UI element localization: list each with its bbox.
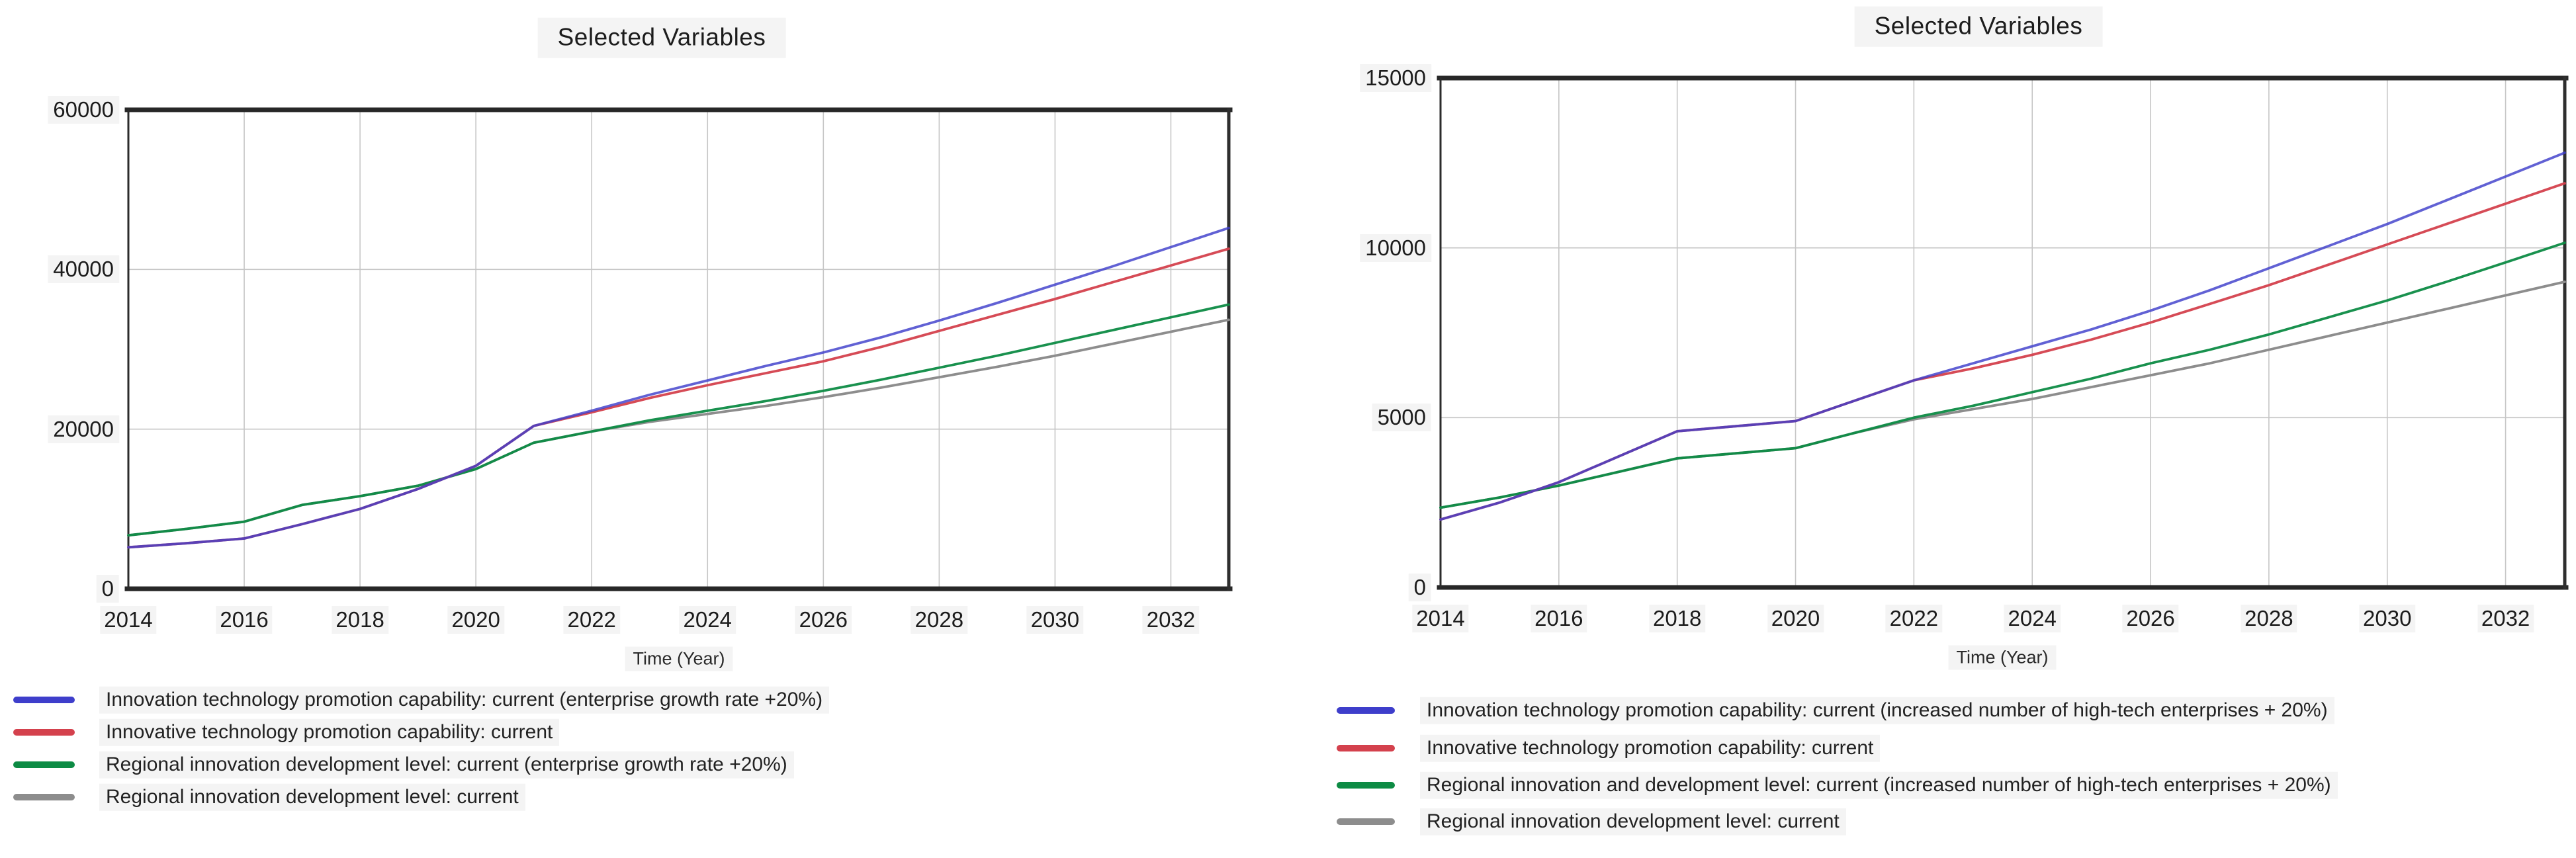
x-tick-label: 2022 bbox=[563, 606, 620, 634]
x-tick-label: 2032 bbox=[1142, 606, 1200, 634]
x-tick-label: 2030 bbox=[1026, 606, 1084, 634]
legend-swatch-0 bbox=[1337, 707, 1395, 714]
x-tick-label: 2024 bbox=[2004, 605, 2061, 632]
legend-swatch-2 bbox=[1337, 782, 1395, 789]
chart-left-x-axis-title: Time (Year) bbox=[625, 646, 733, 671]
x-tick-label: 2032 bbox=[2477, 605, 2534, 632]
x-tick-label: 2014 bbox=[100, 606, 157, 634]
legend-label-0: Innovation technology promotion capabili… bbox=[99, 686, 830, 714]
x-tick-label: 2026 bbox=[2122, 605, 2179, 632]
y-tick-label: 40000 bbox=[48, 255, 119, 284]
legend-label-1: Innovative technology promotion capabili… bbox=[99, 718, 560, 746]
x-tick-label: 2020 bbox=[447, 606, 504, 634]
chart-right-x-axis-title: Time (Year) bbox=[1948, 645, 2057, 670]
legend-label-0: Innovation technology promotion capabili… bbox=[1420, 697, 2334, 724]
legend-swatch-3 bbox=[13, 794, 75, 800]
x-tick-label: 2026 bbox=[795, 606, 852, 634]
y-tick-label: 60000 bbox=[48, 96, 119, 124]
x-tick-label: 2014 bbox=[1412, 605, 1469, 632]
legend-label-1: Innovative technology promotion capabili… bbox=[1420, 734, 1881, 762]
y-tick-label: 15000 bbox=[1360, 64, 1431, 92]
legend-label-2: Regional innovation development level: c… bbox=[99, 751, 794, 779]
y-tick-label: 20000 bbox=[48, 415, 119, 443]
chart-left-title: Selected Variables bbox=[537, 17, 786, 58]
x-tick-label: 2016 bbox=[216, 606, 273, 634]
x-tick-label: 2018 bbox=[332, 606, 388, 634]
series-line-1 bbox=[1439, 182, 2566, 521]
legend-label-3: Regional innovation development level: c… bbox=[1420, 808, 1846, 836]
y-tick-label: 5000 bbox=[1372, 404, 1431, 432]
series-line-1 bbox=[127, 247, 1230, 549]
legend-label-2: Regional innovation and development leve… bbox=[1420, 771, 2338, 799]
x-tick-label: 2024 bbox=[679, 606, 736, 634]
legend-swatch-1 bbox=[13, 729, 75, 736]
y-tick-label: 0 bbox=[96, 575, 119, 603]
x-tick-label: 2028 bbox=[910, 606, 968, 634]
legend-swatch-2 bbox=[13, 761, 75, 768]
x-tick-label: 2020 bbox=[1767, 605, 1824, 632]
x-tick-label: 2016 bbox=[1531, 605, 1587, 632]
series-line-3 bbox=[127, 318, 1230, 537]
series-line-2 bbox=[127, 303, 1230, 537]
series-line-0 bbox=[1439, 151, 2566, 521]
legend-swatch-3 bbox=[1337, 818, 1395, 825]
series-line-2 bbox=[1439, 241, 2566, 509]
x-tick-label: 2018 bbox=[1648, 605, 1706, 632]
y-tick-label: 0 bbox=[1408, 574, 1431, 601]
series-line-0 bbox=[127, 226, 1230, 549]
y-tick-label: 10000 bbox=[1360, 234, 1431, 262]
x-tick-label: 2030 bbox=[2359, 605, 2416, 632]
legend-swatch-1 bbox=[1337, 745, 1395, 751]
chart-right-title: Selected Variables bbox=[1854, 6, 2103, 47]
x-tick-label: 2022 bbox=[1885, 605, 1943, 632]
legend-label-3: Regional innovation development level: c… bbox=[99, 783, 525, 811]
x-tick-label: 2028 bbox=[2241, 605, 2297, 632]
legend-swatch-0 bbox=[13, 697, 75, 703]
